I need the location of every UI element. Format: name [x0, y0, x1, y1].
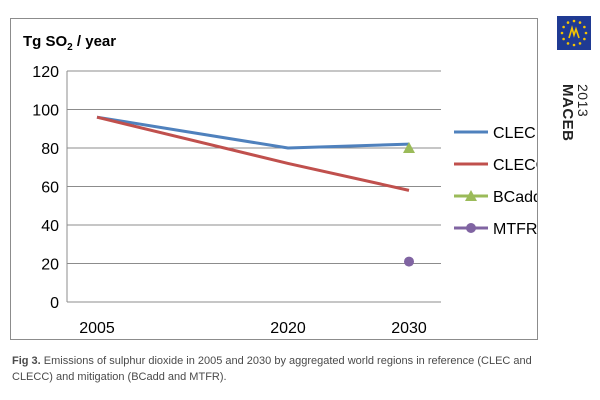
- y-tick-label: 20: [41, 257, 59, 274]
- flag-star-icon: [584, 31, 588, 35]
- legend-label: BCadd: [493, 189, 537, 206]
- legend-label: MTFR: [493, 221, 537, 238]
- series-bcadd: [403, 142, 415, 153]
- logo-name: MACEB: [559, 84, 576, 142]
- legend-label: CLECC: [493, 157, 537, 174]
- y-tick-label: 100: [32, 103, 59, 120]
- y-tick-label: 40: [41, 218, 59, 235]
- flag-star-icon: [566, 42, 570, 45]
- x-tick-labels: 2005 2020 2030: [79, 320, 427, 337]
- flag-star-icon: [560, 31, 564, 35]
- legend-item-clec: CLEC: [454, 125, 536, 142]
- legend-item-clecc: CLECC: [454, 157, 537, 174]
- series-line-clec: [96, 115, 410, 150]
- grid-lines: [67, 70, 441, 264]
- y-tick-label: 120: [32, 64, 59, 81]
- logo-year: 2013: [575, 84, 591, 118]
- series-clecc: [96, 115, 410, 192]
- flag-star-icon: [578, 21, 582, 24]
- data-series: [96, 115, 415, 267]
- maceb-logo: MACEB 2013: [553, 14, 593, 142]
- flag-star-icon: [583, 37, 586, 41]
- series-mtfr: [404, 256, 414, 267]
- data-point-mtfr: [404, 256, 414, 267]
- chart-title: Tg SO2 / year: [23, 33, 116, 53]
- legend-marker: [465, 190, 477, 201]
- legend-marker: [466, 223, 476, 233]
- series-line-clecc: [96, 115, 410, 192]
- caption-label: Fig 3.: [12, 355, 41, 367]
- caption-text: Emissions of sulphur dioxide in 2005 and…: [12, 355, 532, 383]
- x-tick-label: 2005: [79, 320, 115, 337]
- legend-item-mtfr: MTFR: [454, 221, 537, 238]
- y-tick-labels: 0 20 40 60 80 100 120: [32, 64, 59, 312]
- series-clec: [96, 115, 410, 150]
- chart-title-rest: / year: [73, 33, 117, 50]
- x-tick-label: 2020: [270, 320, 306, 337]
- data-point-bcadd: [403, 142, 415, 153]
- y-tick-label: 80: [41, 141, 59, 158]
- flag-star-icon: [572, 19, 576, 23]
- figure-frame: Tg SO2 / year 0 20 40 60 80 100 120 2005 2020 20…: [10, 18, 538, 340]
- figure-caption: Fig 3. Emissions of sulphur dioxide in 2…: [12, 353, 572, 385]
- chart-title-main: Tg SO: [23, 33, 67, 50]
- flag-star-icon: [578, 42, 582, 45]
- y-tick-label: 60: [41, 180, 59, 197]
- legend-item-bcadd: BCadd: [454, 189, 537, 206]
- flag-star-icon: [583, 25, 586, 29]
- y-tick-label: 0: [50, 295, 59, 312]
- flag-star-icon: [562, 25, 565, 29]
- legend-label: CLEC: [493, 125, 536, 142]
- axes: [66, 71, 441, 303]
- flag-star-icon: [562, 37, 565, 41]
- chart-title-subscript: 2: [67, 42, 73, 53]
- x-tick-label: 2030: [391, 320, 427, 337]
- flag-star-icon: [572, 43, 576, 47]
- flag-star-icon: [566, 21, 570, 24]
- legend: CLEC CLECC BCadd MTFR: [454, 125, 537, 238]
- eu-flag-icon: [557, 16, 591, 50]
